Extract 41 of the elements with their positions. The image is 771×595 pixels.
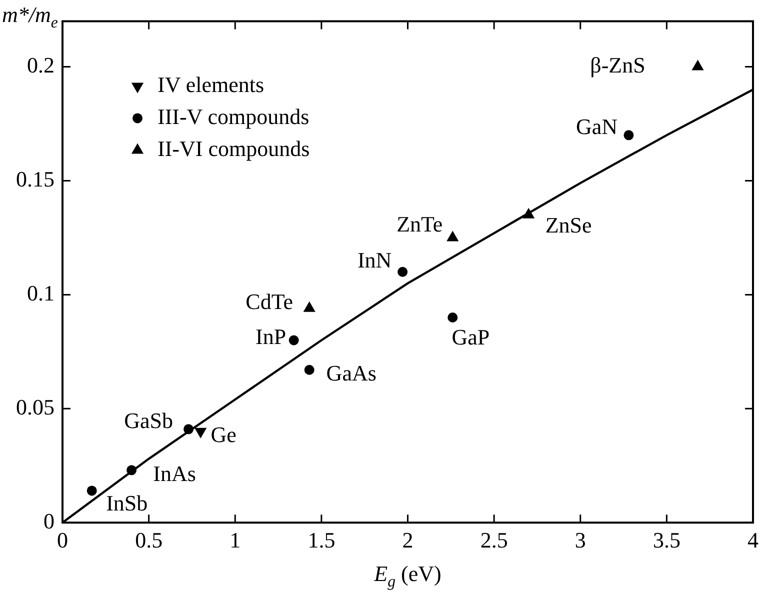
x-tick-label: 3.5 (652, 528, 680, 553)
point (398, 266, 408, 277)
x-tick-label: 4 (748, 528, 758, 553)
y-tick-label: 0.05 (16, 394, 54, 420)
point (303, 301, 316, 312)
annotation: ZnTe (396, 211, 443, 236)
y-tick-label: 0 (44, 508, 54, 534)
legend-label: II-VI compounds (158, 136, 310, 161)
y-tick-label: 0.15 (16, 166, 54, 192)
point (692, 60, 704, 70)
point (288, 335, 299, 346)
annotation: GaP (452, 324, 490, 350)
annotation: InP (256, 324, 286, 350)
annotation: CdTe (246, 289, 294, 314)
x-tick-label: 1 (230, 528, 241, 553)
y-tick-label: 0.1 (27, 280, 54, 306)
point (522, 208, 535, 218)
x-tick-label: 3 (574, 528, 586, 553)
annotation: InN (357, 248, 392, 273)
legend-label: IV elements (158, 72, 264, 97)
legend-label: III-V compounds (158, 104, 310, 129)
point (624, 130, 634, 140)
y-tick-label: 0.2 (27, 52, 54, 78)
annotation: β-ZnS (590, 52, 646, 78)
annotation: InSb (106, 490, 148, 516)
point (446, 230, 459, 242)
annotation: ZnSe (545, 212, 592, 238)
x-tick-label: 2 (402, 528, 414, 553)
x-tick-label: 1.5 (308, 528, 336, 553)
annotation: InAs (153, 460, 196, 486)
x-tick-label: 2.5 (480, 528, 508, 553)
annotation: GaN (576, 114, 618, 139)
annotation: Ge (210, 422, 236, 448)
annotation: GaAs (326, 360, 376, 386)
annotation: GaSb (124, 408, 173, 433)
x-tick-label: 0.5 (135, 528, 163, 553)
point (184, 424, 194, 434)
point (448, 312, 458, 322)
point (126, 465, 137, 476)
point (86, 486, 97, 496)
point (304, 364, 314, 375)
